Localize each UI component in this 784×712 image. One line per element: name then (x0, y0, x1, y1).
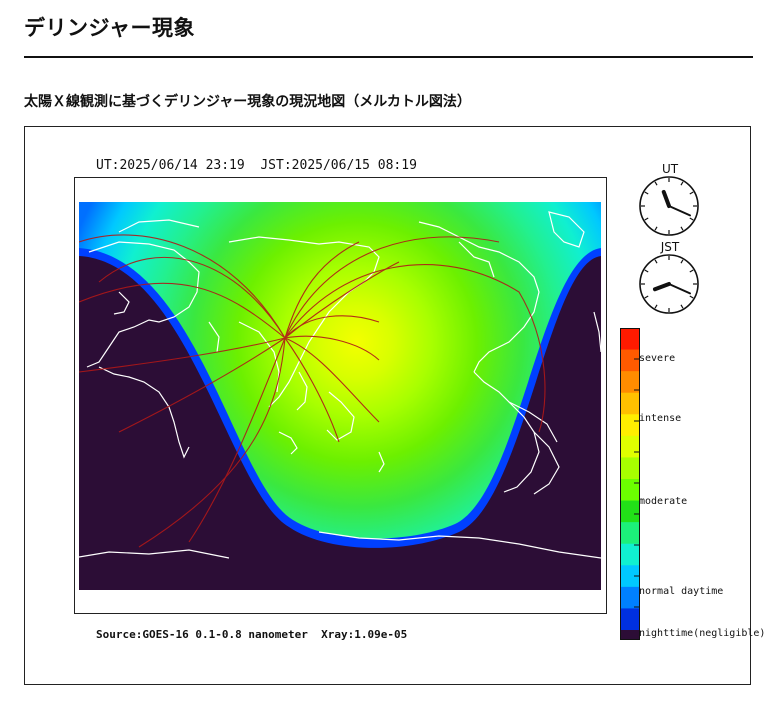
ut-hour-hand (661, 189, 671, 208)
legend-swatch (620, 586, 640, 609)
jst-clock-ticks (641, 256, 697, 312)
legend-swatch (620, 435, 640, 458)
legend-swatch (620, 565, 640, 588)
coastlines (79, 211, 601, 559)
source-readout: Source:GOES-16 0.1-0.8 nanometer Xray:1.… (96, 628, 408, 641)
ut-clock-ticks (641, 178, 697, 234)
jst-clock-tick (680, 259, 684, 264)
legend-label-severe: severe (639, 353, 676, 364)
legend-label-moderate: moderate (639, 496, 688, 507)
title-divider (24, 56, 753, 58)
jst-clock-tick (644, 295, 649, 299)
jst-clock-tick (644, 269, 649, 273)
legend-swatch (620, 543, 640, 566)
legend-swatch (620, 328, 640, 351)
jst-minute-hand (668, 283, 692, 295)
legend-swatch (620, 500, 640, 523)
legend-swatch (620, 457, 640, 480)
legend-swatch (620, 522, 640, 545)
jst-clock-icon (639, 254, 699, 314)
legend-label-night: nighttime(negligible) (639, 628, 766, 639)
legend-swatch (620, 371, 640, 394)
jst-clock-tick (654, 304, 658, 309)
legend-swatch (620, 414, 640, 437)
legend-swatch (620, 608, 640, 631)
jst-clock-tick (689, 269, 694, 273)
ut-clock-tick (654, 226, 658, 231)
ut-clock-icon (639, 176, 699, 236)
section-title: 太陽Ｘ線観測に基づくデリンジャー現象の現況地図（メルカトル図法） (24, 94, 471, 110)
ut-clock-tick (680, 226, 684, 231)
legend-swatch (620, 392, 640, 415)
legend-label-intense: intense (639, 413, 682, 424)
legend-swatch (620, 479, 640, 502)
ut-clock-tick (644, 191, 649, 195)
time-readout: UT:2025/06/14 23:19 JST:2025/06/15 08:19 (96, 158, 417, 173)
intensity-legend-bar (620, 328, 640, 640)
great-circle-paths (79, 234, 546, 548)
page-title: デリンジャー現象 (24, 16, 195, 40)
jst-clock-tick (680, 304, 684, 309)
ut-clock-tick (689, 217, 694, 221)
legend-swatch (620, 630, 640, 640)
ut-clock-tick (680, 181, 684, 186)
legend-label-normal: normal daytime (639, 586, 724, 597)
dellinger-map (79, 202, 601, 590)
ut-clock-tick (689, 191, 694, 195)
ut-clock-label: UT (661, 162, 679, 176)
ut-minute-hand (668, 205, 692, 217)
jst-clock-tick (689, 295, 694, 299)
jst-clock-tick (654, 259, 658, 264)
legend-swatch (620, 349, 640, 372)
ut-clock-tick (644, 217, 649, 221)
ut-clock-tick (654, 181, 658, 186)
jst-clock-label: JST (660, 240, 680, 254)
daylight-region (79, 202, 601, 539)
jst-hour-hand (652, 282, 671, 292)
